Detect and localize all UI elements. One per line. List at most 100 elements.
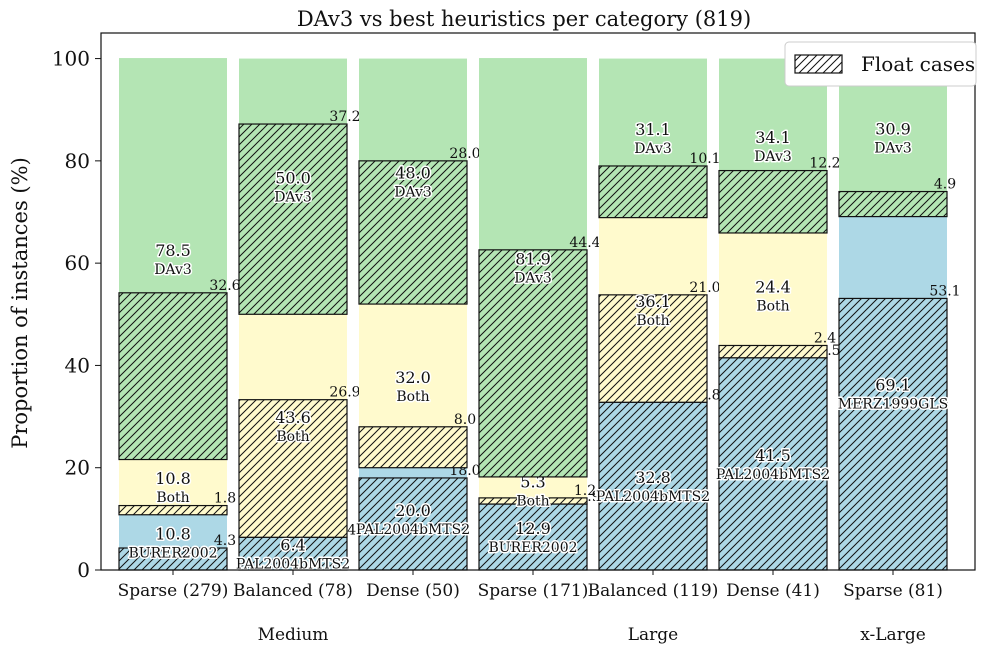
float-value-label: 10.1: [689, 151, 720, 167]
float-segment-heuristic: [478, 503, 588, 571]
bar-segment-both: [719, 232, 827, 358]
x-tick-label: Sparse (279): [118, 581, 229, 601]
segment-name-label: DAv3: [154, 262, 192, 278]
group-label: Large: [628, 625, 679, 645]
segment-value-label: 32.0: [395, 368, 431, 387]
float-value-label: 1.8: [214, 491, 236, 507]
segment-name-label: DAv3: [874, 141, 912, 157]
chart-title: DAv3 vs best heuristics per category (81…: [297, 7, 751, 31]
group-label: Medium: [258, 625, 329, 645]
segment-value-label: 32.8: [635, 468, 671, 487]
segment-name-label: Both: [396, 389, 429, 405]
group-label: x-Large: [860, 625, 926, 645]
segment-name-label: Both: [156, 490, 189, 506]
float-segment-both: [358, 426, 468, 469]
float-segment-heuristic: [598, 401, 708, 571]
float-value-label: 37.2: [329, 109, 360, 125]
segment-value-label: 69.1: [875, 375, 911, 394]
legend-hatch-swatch: [794, 54, 843, 74]
segment-value-label: 41.5: [755, 446, 791, 465]
float-value-label: 2.4: [814, 330, 836, 346]
segment-name-label: PAL2004bMTS2: [236, 557, 350, 573]
segment-value-label: 36.1: [635, 292, 671, 311]
segment-name-label: DAv3: [274, 189, 312, 205]
plot-area: 4.3 10.8 BURER2002 1.8 10.8 Both 32.6 78.5 DAv3 6…: [118, 58, 961, 574]
segment-name-label: PAL2004bMTS2: [356, 522, 470, 538]
float-value-label: 32.6: [209, 278, 240, 294]
segment-name-label: MERZ1999GLS: [838, 396, 949, 412]
float-segment-both: [238, 399, 348, 538]
float-segment-both: [718, 344, 828, 359]
float-segment-heuristic: [358, 477, 468, 571]
segment-name-label: BURER2002: [488, 540, 577, 556]
group-labels: Medium Large x-Large: [258, 625, 926, 645]
segment-name-label: DAv3: [394, 184, 432, 200]
segment-name-label: PAL2004bMTS2: [596, 489, 710, 505]
x-tick-label: Dense (50): [366, 581, 460, 601]
legend-label-float-cases: Float cases: [861, 52, 975, 76]
float-value-label: 53.1: [929, 283, 960, 299]
float-segment-both: [118, 504, 228, 516]
float-segment-dav3: [358, 160, 468, 305]
segment-value-label: 48.0: [395, 163, 431, 182]
float-value-label: 4.9: [934, 177, 956, 193]
x-tick-label: Balanced (119): [588, 581, 719, 601]
segment-value-label: 24.4: [755, 277, 791, 296]
x-tick-label: Sparse (171): [478, 581, 589, 601]
y-tick-label: 100: [52, 47, 90, 71]
x-axis-ticks: Sparse (279) Balanced (78) Dense (50) Spars…: [118, 570, 943, 601]
segment-value-label: 10.8: [155, 469, 191, 488]
plot-frame: [100, 32, 976, 571]
float-value-label: 44.4: [569, 235, 600, 251]
segment-value-label: 50.0: [275, 168, 311, 187]
float-segment-dav3: [598, 165, 708, 219]
float-segment-dav3: [838, 190, 948, 218]
float-value-label: 8.0: [454, 412, 476, 428]
float-segment-dav3: [238, 123, 348, 315]
y-tick-label: 20: [65, 456, 90, 480]
float-value-label: 26.9: [329, 385, 360, 401]
x-tick-label: Balanced (78): [233, 581, 353, 601]
y-axis-ticks: 0 20 40 60 80 100: [52, 47, 101, 582]
segment-name-label: DAv3: [634, 141, 672, 157]
float-value-label: 21.0: [689, 280, 720, 296]
segment-value-label: 10.8: [155, 524, 191, 543]
float-value-label: 28.0: [449, 146, 480, 162]
x-tick-label: Sparse (81): [843, 581, 943, 601]
segment-name-label: DAv3: [514, 270, 552, 286]
float-segment-heuristic: [718, 357, 828, 571]
segment-name-label: BURER2002: [128, 545, 217, 561]
float-segment-dav3: [118, 292, 228, 461]
y-axis-label: Proportion of instances (%): [8, 157, 32, 449]
float-segment-heuristic: [838, 297, 948, 571]
segment-value-label: 6.4: [280, 536, 305, 555]
y-tick-label: 0: [77, 558, 90, 582]
float-segment-dav3: [718, 169, 828, 234]
segment-name-label: Both: [516, 493, 549, 509]
float-segment-heuristic: [238, 536, 348, 571]
legend: Float cases: [784, 41, 977, 87]
float-segment-both: [478, 497, 588, 505]
y-tick-label: 80: [65, 149, 90, 173]
segment-name-label: Both: [636, 313, 669, 329]
segment-value-label: 31.1: [635, 120, 671, 139]
segment-value-label: 30.9: [875, 120, 911, 139]
float-value-label: 4.3: [214, 533, 236, 549]
segment-value-label: 12.9: [515, 519, 551, 538]
legend-box: [784, 41, 977, 87]
y-tick-label: 60: [65, 251, 90, 275]
segment-value-label: 81.9: [515, 249, 551, 268]
float-value-label: 12.2: [809, 156, 840, 172]
segment-value-label: 34.1: [755, 128, 791, 147]
segment-name-label: PAL2004bMTS2: [716, 467, 830, 483]
float-segment-both: [598, 294, 708, 403]
segment-value-label: 20.0: [395, 501, 431, 520]
segment-value-label: 78.5: [155, 241, 191, 260]
segment-name-label: DAv3: [754, 149, 792, 165]
y-tick-label: 40: [65, 353, 90, 377]
float-segment-dav3: [478, 249, 588, 478]
segment-name-label: Both: [756, 298, 789, 314]
x-tick-label: Dense (41): [726, 581, 820, 601]
float-value-label: 1.2: [574, 483, 596, 499]
